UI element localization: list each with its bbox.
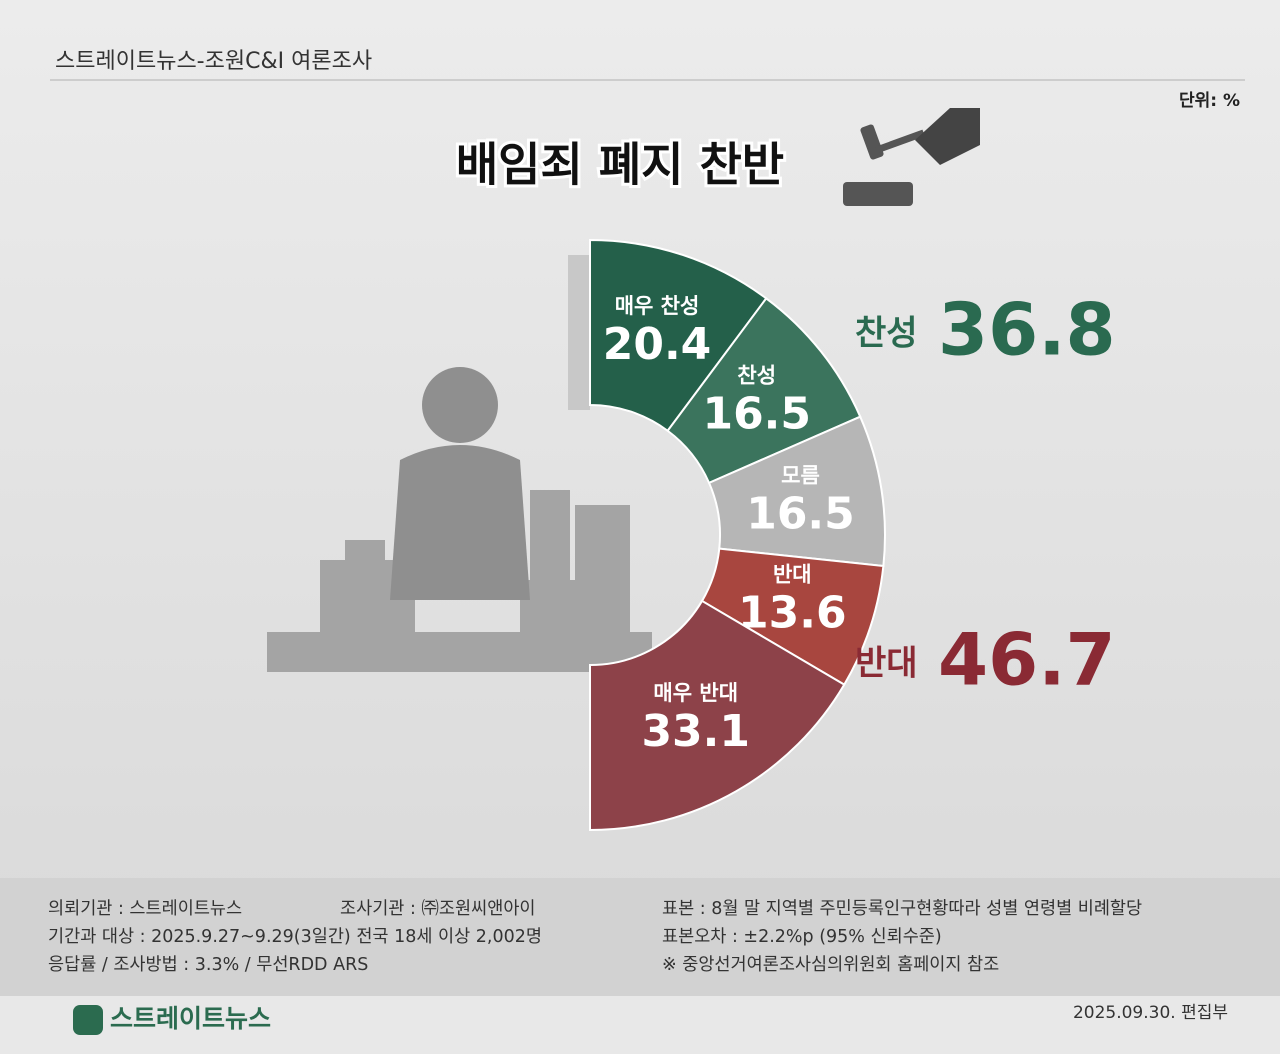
footer-note: 의뢰기관 : 스트레이트뉴스 (48, 899, 242, 919)
footer-note: 표본오차 : ±2.2%p (95% 신뢰수준) (662, 927, 942, 947)
total-value: 46.7 (938, 618, 1116, 702)
total-label: 반대 (855, 644, 918, 684)
footer-note: 조사기관 : ㈜조원씨앤아이 (340, 899, 536, 919)
unit: 단위: % (1179, 91, 1240, 111)
bottom-band (0, 996, 1280, 1054)
gavel-icon (843, 108, 980, 206)
footer-note: ※ 중앙선거여론조사심의위원회 홈페이지 참조 (662, 955, 999, 975)
segment-value: 16.5 (702, 388, 811, 439)
segment (589, 238, 768, 433)
footer-note: 기간과 대상 : 2025.9.27~9.29(3일간) 전국 18세 이상 2… (48, 927, 542, 947)
segment-value: 20.4 (603, 319, 712, 370)
illustration (267, 255, 652, 672)
footer-note: 응답률 / 조사방법 : 3.3% / 무선RDD ARS (48, 955, 368, 975)
total-value: 36.8 (938, 288, 1116, 372)
segment-value: 13.6 (738, 588, 847, 639)
footer-band (0, 878, 1280, 996)
segment-label: 모름 (781, 463, 820, 487)
logo: 스트레이트뉴스 (110, 1004, 271, 1033)
logo-icon (73, 1005, 103, 1035)
segment (589, 599, 846, 832)
source: 스트레이트뉴스-조원C&I 여론조사 (55, 49, 372, 74)
total-label: 찬성 (855, 314, 918, 354)
chart-title: 배임죄 폐지 찬반 (456, 138, 784, 192)
segment-label: 반대 (773, 563, 812, 587)
segment-label: 매우 반대 (653, 681, 738, 705)
footer-note: 표본 : 8월 말 지역별 주민등록인구현황따라 성별 연령별 비례할당 (662, 899, 1142, 919)
segment-label: 찬성 (737, 363, 776, 387)
segment-value: 33.1 (641, 706, 750, 757)
date: 2025.09.30. 편집부 (1073, 1003, 1228, 1023)
segment-value: 16.5 (746, 488, 855, 539)
segment-label: 매우 찬성 (615, 294, 700, 318)
